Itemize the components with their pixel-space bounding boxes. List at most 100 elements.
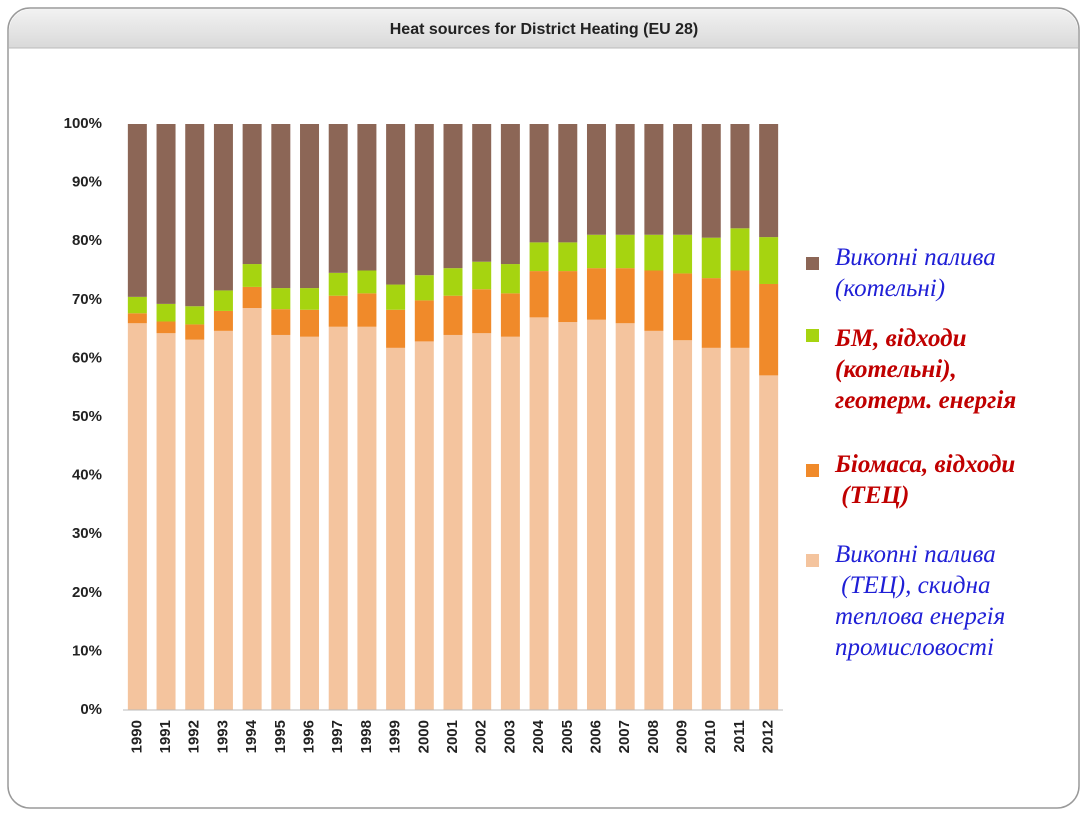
bar-segment bbox=[701, 124, 721, 238]
bar-segment bbox=[644, 330, 664, 710]
bar-segment bbox=[443, 334, 463, 710]
x-tick-label: 1997 bbox=[329, 720, 346, 753]
x-tick-label: 1993 bbox=[214, 720, 231, 753]
y-tick-label: 0% bbox=[80, 701, 102, 718]
bar-segment bbox=[500, 293, 520, 337]
bar-segment bbox=[500, 264, 520, 294]
x-tick-label: 2003 bbox=[501, 720, 518, 753]
x-tick-label: 1991 bbox=[157, 720, 174, 753]
x-tick-label: 2009 bbox=[674, 720, 691, 753]
legend-swatch bbox=[806, 464, 819, 477]
bar-segment bbox=[242, 308, 262, 710]
bar-segment bbox=[328, 295, 348, 327]
y-tick-label: 10% bbox=[72, 642, 102, 659]
bar-segment bbox=[759, 124, 779, 238]
bar-segment bbox=[673, 340, 693, 710]
legend-label: Викопні палива (ТЕЦ), скидна теплова енер… bbox=[835, 541, 1005, 661]
bar-segment bbox=[558, 271, 578, 323]
chart-title: Heat sources for District Heating (EU 28… bbox=[390, 21, 699, 38]
legend-swatch bbox=[806, 554, 819, 567]
bar-segment bbox=[242, 124, 262, 265]
x-tick-label: 2002 bbox=[473, 720, 490, 753]
bar-segment bbox=[271, 309, 291, 335]
bar-segment bbox=[673, 234, 693, 274]
x-tick-label: 1994 bbox=[243, 719, 260, 753]
legend-line: (котельні) bbox=[835, 275, 945, 302]
legend-line: Викопні палива bbox=[835, 244, 996, 271]
x-tick-label: 1999 bbox=[387, 720, 404, 753]
x-tick-label: 2006 bbox=[587, 720, 604, 753]
bar-segment bbox=[644, 234, 664, 271]
legend-label: Біомаса, відходи (ТЕЦ) bbox=[834, 451, 1015, 509]
bar-segment bbox=[414, 275, 434, 301]
y-tick-label: 100% bbox=[64, 115, 102, 132]
bar-segment bbox=[443, 295, 463, 335]
bar-segment bbox=[185, 324, 205, 340]
legend-label: БМ, відходи (котельні), геотерм. енергія bbox=[834, 325, 1016, 414]
bar-segment bbox=[529, 317, 549, 710]
bar-segment bbox=[357, 293, 377, 327]
bar-segment bbox=[730, 124, 750, 229]
bar-segment bbox=[271, 334, 291, 710]
bar-segment bbox=[185, 339, 205, 710]
bar-segment bbox=[759, 375, 779, 710]
bar-segment bbox=[242, 286, 262, 309]
legend-line: БМ, відходи bbox=[834, 325, 967, 352]
bar-segment bbox=[213, 330, 233, 710]
bar-segment bbox=[759, 237, 779, 284]
x-tick-label: 1998 bbox=[358, 720, 375, 753]
bar-segment bbox=[615, 268, 635, 324]
bar-segment bbox=[185, 306, 205, 325]
bar-segment bbox=[328, 124, 348, 273]
bar-segment bbox=[472, 289, 492, 334]
bar-segment bbox=[472, 124, 492, 262]
legend-line: (ТЕЦ), скидна bbox=[835, 572, 990, 599]
bar-segment bbox=[615, 234, 635, 269]
bar-segment bbox=[213, 124, 233, 291]
bar-segment bbox=[386, 347, 406, 710]
legend-line: теплова енергія bbox=[835, 603, 1005, 630]
bar-segment bbox=[701, 278, 721, 348]
bar-segment bbox=[472, 333, 492, 710]
y-tick-label: 40% bbox=[72, 467, 102, 484]
x-tick-label: 2012 bbox=[760, 720, 777, 753]
legend-swatch bbox=[806, 329, 819, 342]
bar-segment bbox=[586, 124, 606, 235]
bar-segment bbox=[730, 347, 750, 710]
bar-segment bbox=[615, 124, 635, 235]
bar-segment bbox=[386, 284, 406, 310]
bar-segment bbox=[558, 124, 578, 243]
x-tick-label: 1992 bbox=[186, 720, 203, 753]
y-tick-label: 90% bbox=[72, 174, 102, 191]
bar-segment bbox=[414, 300, 434, 342]
bar-segment bbox=[529, 271, 549, 318]
x-tick-label: 1996 bbox=[300, 720, 317, 753]
bar-segment bbox=[615, 323, 635, 710]
bar-segment bbox=[386, 124, 406, 285]
y-tick-label: 30% bbox=[72, 525, 102, 542]
x-tick-label: 2010 bbox=[702, 720, 719, 753]
x-tick-label: 2008 bbox=[645, 720, 662, 753]
legend-line: (котельні), bbox=[835, 356, 957, 383]
bar-segment bbox=[271, 124, 291, 289]
bar-segment bbox=[586, 319, 606, 710]
x-tick-label: 1995 bbox=[272, 720, 289, 753]
bar-segment bbox=[558, 322, 578, 710]
bar-segment bbox=[127, 124, 147, 297]
bar-segment bbox=[759, 283, 779, 376]
bar-segment bbox=[127, 313, 147, 324]
bar-segment bbox=[357, 124, 377, 271]
bar-segment bbox=[300, 336, 320, 710]
header bbox=[9, 9, 1078, 48]
x-tick-label: 2005 bbox=[559, 720, 576, 753]
bar-segment bbox=[127, 296, 147, 314]
bar-segment bbox=[300, 288, 320, 310]
legend-line: Біомаса, відходи bbox=[834, 451, 1015, 478]
bar-segment bbox=[472, 261, 492, 290]
bar-segment bbox=[213, 310, 233, 331]
bar-segment bbox=[328, 326, 348, 710]
bar-segment bbox=[701, 237, 721, 279]
x-tick-label: 1990 bbox=[128, 720, 145, 753]
bar-segment bbox=[644, 270, 664, 331]
bar-segment bbox=[414, 124, 434, 276]
